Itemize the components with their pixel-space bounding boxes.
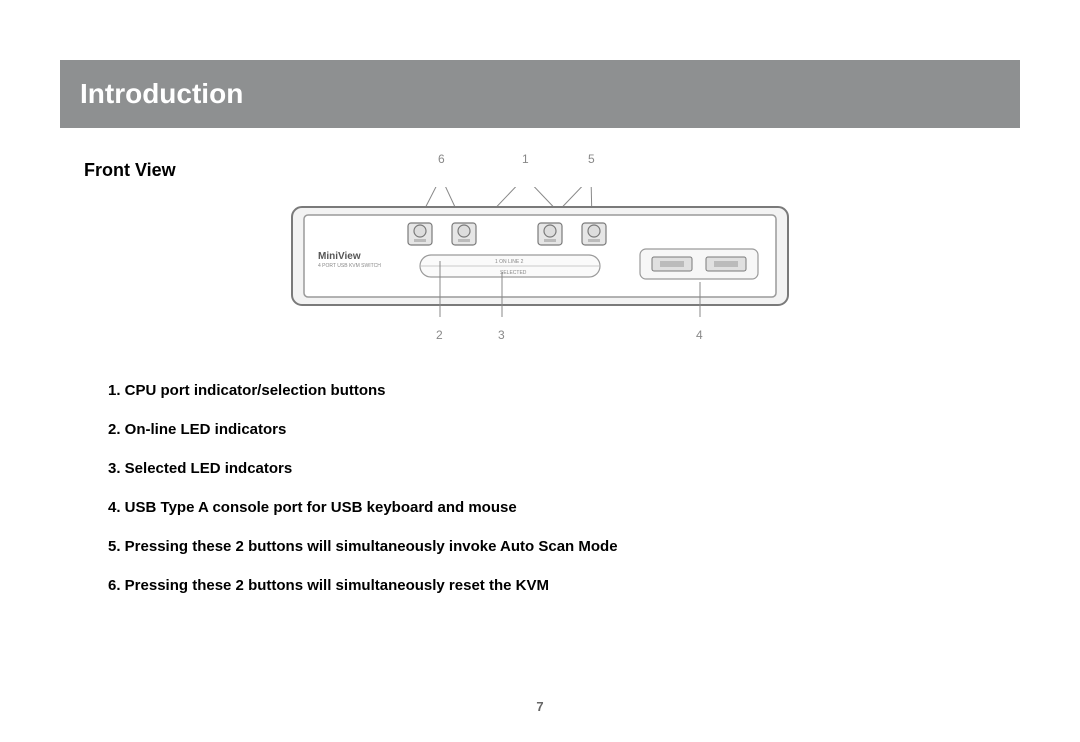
front-view-diagram: 6 1 5 [290, 152, 790, 342]
callout-3: 3 [498, 328, 505, 342]
list-item: 5. Pressing these 2 buttons will simulta… [108, 538, 996, 555]
list-item: 2. On-line LED indicators [108, 421, 996, 438]
header-bar: Introduction [60, 60, 1020, 128]
feature-list: 1. CPU port indicator/selection buttons … [84, 382, 996, 594]
svg-text:MiniView: MiniView [318, 251, 361, 262]
svg-text:1 ON LINE 2: 1 ON LINE 2 [495, 259, 524, 265]
svg-text:4 PORT USB KVM SWITCH: 4 PORT USB KVM SWITCH [318, 263, 381, 269]
content-area: Front View 6 1 5 [60, 128, 1020, 594]
callout-5: 5 [588, 152, 595, 166]
svg-text:SELECTED: SELECTED [500, 270, 527, 276]
list-item: 1. CPU port indicator/selection buttons [108, 382, 996, 399]
callout-1: 1 [522, 152, 529, 166]
manual-page: Introduction Front View 6 1 5 [60, 60, 1020, 616]
page-number: 7 [536, 699, 543, 714]
callout-4: 4 [696, 328, 703, 342]
list-item: 6. Pressing these 2 buttons will simulta… [108, 577, 996, 594]
header-title: Introduction [80, 78, 243, 109]
list-item: 4. USB Type A console port for USB keybo… [108, 499, 996, 516]
list-item: 3. Selected LED indcators [108, 460, 996, 477]
device-illustration: MiniView 4 PORT USB KVM SWITCH [290, 187, 790, 317]
callout-6: 6 [438, 152, 445, 166]
section-title: Front View [84, 160, 176, 181]
callout-2: 2 [436, 328, 443, 342]
